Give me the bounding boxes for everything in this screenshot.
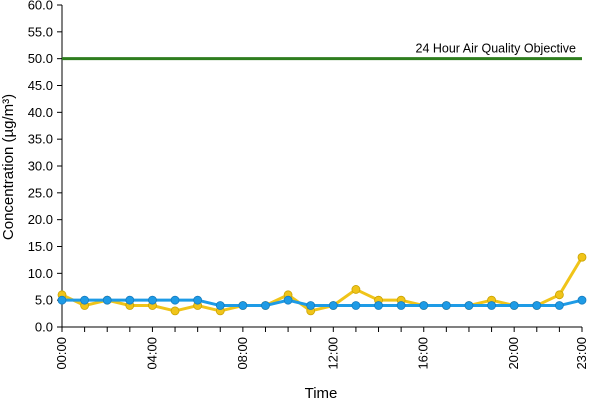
series-2-point <box>419 301 429 310</box>
series-2-point <box>509 301 519 310</box>
y-tick-label: 35.0 <box>28 132 53 147</box>
series-2-point <box>464 301 474 310</box>
series-2-point <box>261 301 270 310</box>
series-2-point <box>170 295 180 305</box>
y-tick-label: 10.0 <box>28 266 53 281</box>
series-2-point <box>487 301 496 310</box>
series-2-point <box>306 301 316 310</box>
series-1-point <box>554 290 564 300</box>
x-tick-label: 20:00 <box>506 337 521 370</box>
y-axis-title: Concentration (µg/m³) <box>0 94 17 240</box>
series-2-point <box>283 295 293 305</box>
series-2-point <box>80 295 90 305</box>
x-tick-label: 23:00 <box>574 337 589 370</box>
series-2-point <box>193 295 203 305</box>
series-2-point <box>57 295 67 305</box>
x-tick-label: 08:00 <box>235 337 250 370</box>
y-tick-label: 40.0 <box>28 105 53 120</box>
series-2-point <box>374 301 383 310</box>
series-2-point <box>351 301 361 310</box>
y-tick-label: 50.0 <box>28 51 53 66</box>
y-tick-label: 25.0 <box>28 185 53 200</box>
y-tick-label: 20.0 <box>28 212 53 227</box>
y-tick-label: 60.0 <box>28 0 53 13</box>
y-tick-label: 0.0 <box>35 320 53 335</box>
series-1-point <box>351 285 361 294</box>
x-axis-title: Time <box>305 385 338 400</box>
series-2-point <box>532 301 542 310</box>
y-tick-label: 45.0 <box>28 78 53 93</box>
series-2-point <box>441 301 451 310</box>
series-2-point <box>396 301 406 310</box>
series-2-point <box>238 301 248 310</box>
reference-line-group: 24 Hour Air Quality Objective <box>62 42 582 61</box>
series-group <box>57 252 587 316</box>
x-tick-label: 12:00 <box>325 337 340 370</box>
series-2-point <box>148 295 157 305</box>
x-axis-ticks: 00:00 04:00 08:00 12:00 16:00 20:00 23:00 <box>54 327 589 370</box>
y-tick-label: 15.0 <box>28 239 53 254</box>
series-1-point <box>170 306 180 316</box>
series-2-point <box>102 295 112 305</box>
series-2-point <box>125 295 135 305</box>
series-2-point <box>328 301 338 310</box>
y-tick-label: 5.0 <box>35 293 53 308</box>
reference-line-label: 24 Hour Air Quality Objective <box>416 42 577 56</box>
series-1-point <box>577 252 587 262</box>
x-tick-label: 04:00 <box>144 337 159 370</box>
series-2-point <box>554 301 564 310</box>
series-1-line <box>61 256 584 313</box>
y-tick-label: 30.0 <box>28 159 53 174</box>
x-tick-label: 16:00 <box>416 337 431 370</box>
series-2-point <box>577 295 587 305</box>
x-tick-label: 00:00 <box>54 337 69 370</box>
y-tick-label: 55.0 <box>28 24 53 39</box>
series-2-point <box>215 301 225 310</box>
y-axis-ticks: 0.0 5.0 10.0 15.0 20.0 25.0 30.0 35.0 40.0 45.0 50… <box>28 0 62 335</box>
